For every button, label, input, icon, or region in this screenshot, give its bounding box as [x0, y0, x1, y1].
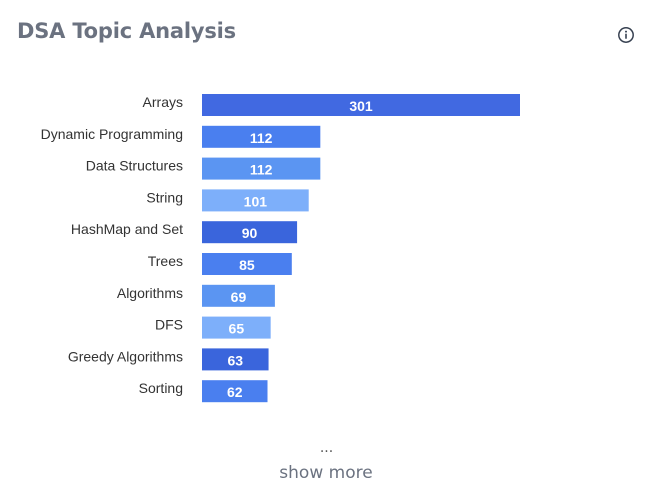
- info-icon-graphic: [618, 27, 634, 43]
- bar-hashmap-and-set[interactable]: [202, 221, 298, 244]
- category-label-data-structures: Data Structures: [86, 158, 183, 174]
- bar-group-greedy-algorithms: Greedy Algorithms 63: [68, 348, 269, 371]
- bar-group-algorithms: Algorithms 69: [117, 284, 275, 307]
- category-label-dynamic-programming: Dynamic Programming: [41, 126, 183, 142]
- value-label-dynamic-programming: 112: [250, 130, 273, 146]
- value-label-algorithms: 69: [231, 289, 247, 305]
- bar-greedy-algorithms[interactable]: [202, 348, 269, 371]
- chart-title: DSA Topic Analysis: [17, 19, 236, 43]
- show-more-button[interactable]: show more: [279, 463, 373, 483]
- category-label-dfs: DFS: [155, 317, 183, 333]
- bar-arrays[interactable]: [202, 94, 520, 116]
- info-icon[interactable]: [617, 26, 635, 44]
- bar-algorithms[interactable]: [202, 284, 275, 307]
- category-label-greedy-algorithms: Greedy Algorithms: [68, 348, 183, 364]
- bar-group-data-structures: Data Structures 112: [86, 157, 321, 180]
- bar-string[interactable]: [202, 189, 309, 212]
- value-label-arrays: 301: [349, 98, 373, 114]
- bar-sorting[interactable]: [202, 380, 268, 403]
- bar-group-dynamic-programming: Dynamic Programming 112: [41, 125, 321, 148]
- bar-group-trees: Trees 85: [148, 253, 292, 275]
- category-label-trees: Trees: [148, 253, 183, 269]
- category-label-arrays: Arrays: [143, 94, 183, 110]
- category-label-hashmap-and-set: HashMap and Set: [71, 221, 183, 237]
- category-label-algorithms: Algorithms: [117, 285, 183, 301]
- value-label-dfs: 65: [229, 321, 245, 337]
- value-label-string: 101: [244, 193, 268, 209]
- bar-group-hashmap-and-set: HashMap and Set 90: [71, 221, 298, 244]
- value-label-greedy-algorithms: 63: [227, 352, 243, 368]
- bar-group-arrays: Arrays 301: [143, 94, 520, 116]
- value-label-sorting: 62: [227, 384, 243, 400]
- bar-group-sorting: Sorting 62: [139, 380, 268, 403]
- bar-group-string: String 101: [146, 189, 309, 212]
- value-label-hashmap-and-set: 90: [242, 225, 258, 241]
- bar-group-dfs: DFS 65: [155, 316, 271, 339]
- bar-dynamic-programming[interactable]: [202, 125, 321, 148]
- more-indicator: ...: [319, 440, 334, 456]
- category-label-string: String: [146, 189, 183, 205]
- value-label-trees: 85: [239, 257, 255, 273]
- value-label-data-structures: 112: [250, 162, 273, 178]
- bar-trees[interactable]: [202, 253, 292, 275]
- category-label-sorting: Sorting: [139, 380, 183, 396]
- bar-dfs[interactable]: [202, 316, 271, 339]
- bar-data-structures[interactable]: [202, 157, 321, 180]
